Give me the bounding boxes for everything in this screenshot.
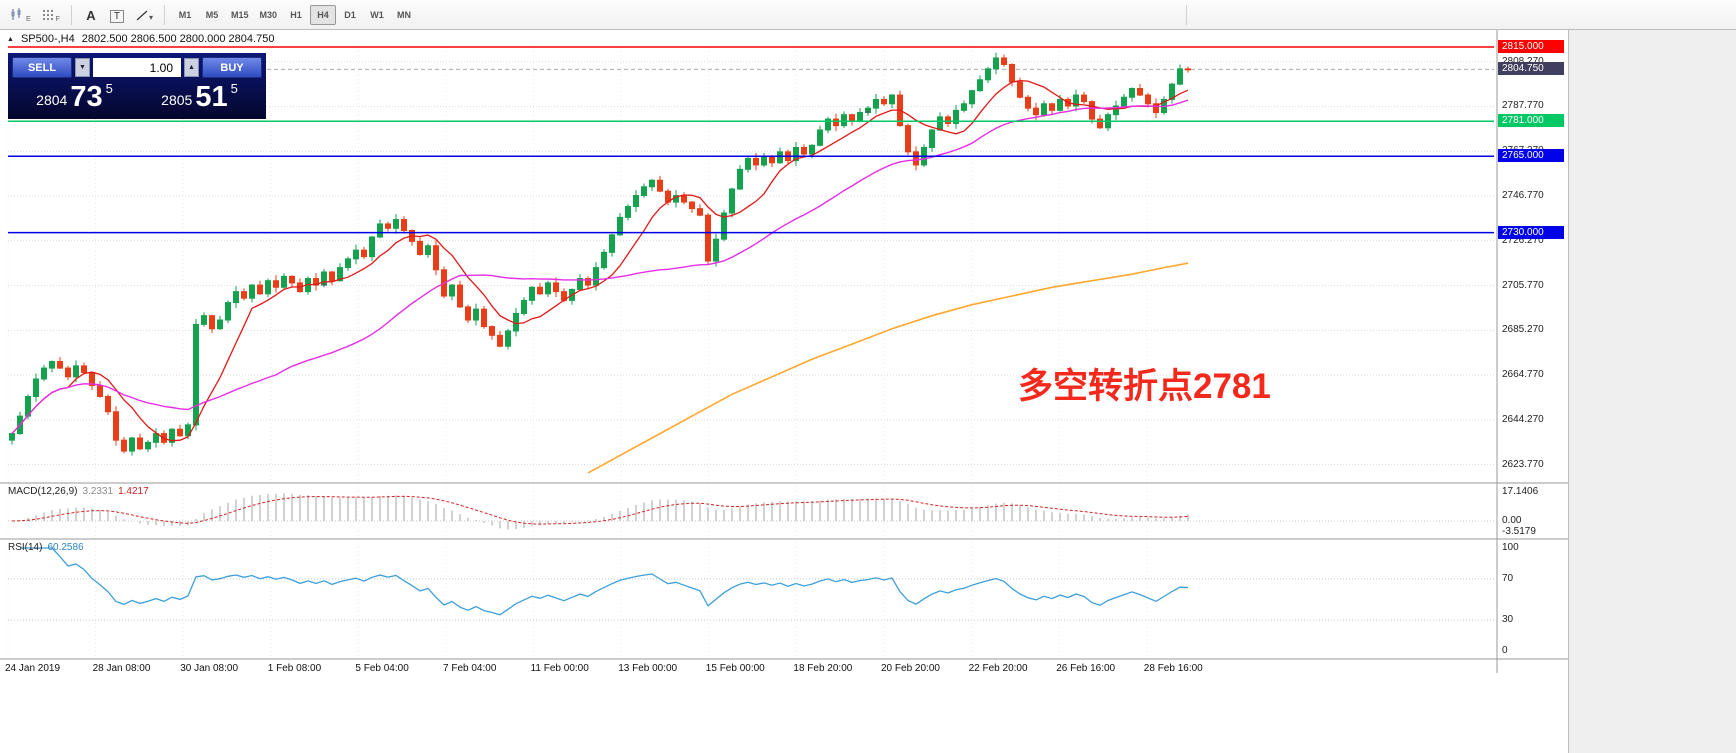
level-lines (8, 46, 1494, 234)
timeframe-button-m30[interactable]: M30 (259, 9, 277, 20)
price-axis-tick: 2787.770 (1502, 100, 1544, 112)
grid-icon-sub: F (55, 15, 60, 23)
rsi-axis-tick: 0 (1502, 645, 1508, 656)
time-axis-tick: 20 Feb 20:00 (881, 663, 940, 674)
time-axis-tick: 30 Jan 08:00 (180, 663, 239, 674)
time-axis-tick: 15 Feb 00:00 (705, 663, 765, 674)
price-axis-tick: 2623.770 (1502, 458, 1544, 470)
rsi-levels (8, 578, 1494, 621)
charts-icon-sub: E (26, 15, 31, 23)
buy-button[interactable]: BUY (202, 57, 262, 78)
time-axis-tick: 11 Feb 00:00 (530, 663, 589, 674)
rsi-indicator-label: RSI(14) 60.2586 (8, 542, 84, 553)
price-axis-tick: 2808.270 (1502, 55, 1544, 67)
price-axis-tick: 2726.270 (1502, 234, 1544, 246)
time-axis-tick: 28 Jan 08:00 (92, 663, 151, 674)
symbol-period-label: SP500-,H4 (20, 33, 75, 45)
price-axis-tick: 2664.770 (1502, 369, 1544, 381)
time-axis-tick: 22 Feb 20:00 (968, 663, 1028, 674)
macd-axis-tick: 17.1406 (1502, 486, 1539, 497)
current-price-label: 2804.750 (1498, 62, 1564, 76)
chart-annotation-text: 多空转折点2781 (1018, 367, 1271, 406)
timeframe-button-d1[interactable]: D1 (344, 9, 356, 20)
chart-canvas[interactable]: ++ (0, 30, 1568, 753)
time-axis-tick: 26 Feb 16:00 (1056, 663, 1116, 674)
level-price-label: 2730.000 (1498, 225, 1564, 239)
toolbar: E F A T ▾ M1 M5 M15 M30 H1 H4 D1 W1 MN (0, 0, 1736, 30)
toolbar-separator (163, 4, 165, 25)
macd-signal-line (11, 495, 1189, 525)
level-price-label: 2781.000 (1498, 114, 1564, 128)
volume-input[interactable]: 1.00 (93, 58, 181, 77)
toolbar-dock-separator (1186, 5, 1187, 25)
timeframe-button-w1[interactable]: W1 (370, 9, 384, 20)
price-axis-tick: 2644.270 (1502, 413, 1544, 425)
timeframe-buttons: M1 M5 M15 M30 H1 H4 D1 W1 MN (172, 4, 417, 25)
chart-header: ▲ SP500-,H4 2802.500 2806.500 2800.000 2… (7, 33, 274, 45)
time-axis-tick: 18 Feb 20:00 (793, 663, 853, 674)
timeframe-button-h4[interactable]: H4 (310, 4, 336, 25)
pane-separators (0, 30, 1568, 673)
buy-price-display: 2805 51 5 (161, 80, 238, 113)
plus-markers: ++ (321, 107, 871, 292)
macd-histogram (8, 493, 1494, 530)
ma-long-line (587, 262, 1189, 474)
time-axis-tick: 5 Feb 04:00 (355, 663, 409, 674)
grid-icon[interactable]: F (37, 4, 64, 26)
time-axis-tick: 28 Feb 16:00 (1143, 663, 1203, 674)
timeframe-button-m15[interactable]: M15 (230, 9, 249, 20)
rsi-axis-tick: 100 (1502, 542, 1519, 553)
macd-indicator-label: MACD(12,26,9) 3.2331 1.4217 (8, 486, 149, 497)
rsi-axis-tick: 30 (1502, 614, 1514, 625)
insert-text-icon[interactable]: A (86, 7, 96, 23)
timeframe-button-m1[interactable]: M1 (178, 9, 192, 20)
price-axis-tick: 2705.770 (1502, 279, 1544, 291)
time-axis-tick: 1 Feb 08:00 (267, 663, 322, 674)
svg-text:+: + (865, 107, 871, 119)
price-axis-tick: 2746.770 (1502, 190, 1544, 202)
text-label-icon[interactable]: T (105, 4, 129, 26)
one-click-trading-panel: SELL ▼ 1.00 ▲ BUY 2804 73 5 2805 51 5 (8, 53, 266, 119)
timeframe-button-m5[interactable]: M5 (205, 9, 219, 20)
chart-window: + + ▲ SP500-,H4 2802.500 2806.500 2800.00… (0, 30, 1568, 753)
volume-increase-button[interactable]: ▲ (184, 58, 199, 77)
svg-text:+: + (321, 279, 327, 291)
timeframe-button-mn[interactable]: MN (397, 9, 411, 20)
level-price-label: 2815.000 (1498, 40, 1564, 53)
toolbar-separator (70, 4, 72, 25)
macd-axis-tick: -3.5179 (1502, 526, 1536, 537)
level-price-label: 2765.000 (1498, 149, 1564, 163)
collapse-trade-panel-icon[interactable]: ▲ (7, 35, 14, 43)
rsi-line (20, 547, 1189, 616)
ohlc-quote-label: 2802.500 2806.500 2800.000 2804.750 (81, 33, 275, 45)
sell-button[interactable]: SELL (12, 57, 72, 78)
ma-fast-line (11, 79, 1189, 442)
chevron-down-icon: ▾ (148, 12, 153, 22)
sell-price-display: 2804 73 5 (36, 80, 113, 113)
volume-decrease-button[interactable]: ▼ (75, 58, 90, 77)
right-empty-area (1568, 30, 1736, 753)
time-axis-tick: 13 Feb 00:00 (618, 663, 678, 674)
macd-axis-tick: 0.00 (1502, 515, 1522, 526)
charts-icon[interactable]: E (5, 4, 35, 26)
time-axis-tick: 24 Jan 2019 (5, 663, 61, 674)
ma-mid-line (11, 99, 1189, 435)
line-studies-icon[interactable]: ▾ (131, 4, 157, 26)
time-axis-tick: 7 Feb 04:00 (443, 663, 497, 674)
timeframe-button-h1[interactable]: H1 (290, 9, 302, 20)
rsi-axis-tick: 70 (1502, 573, 1514, 584)
price-axis-tick: 2685.270 (1502, 324, 1544, 336)
